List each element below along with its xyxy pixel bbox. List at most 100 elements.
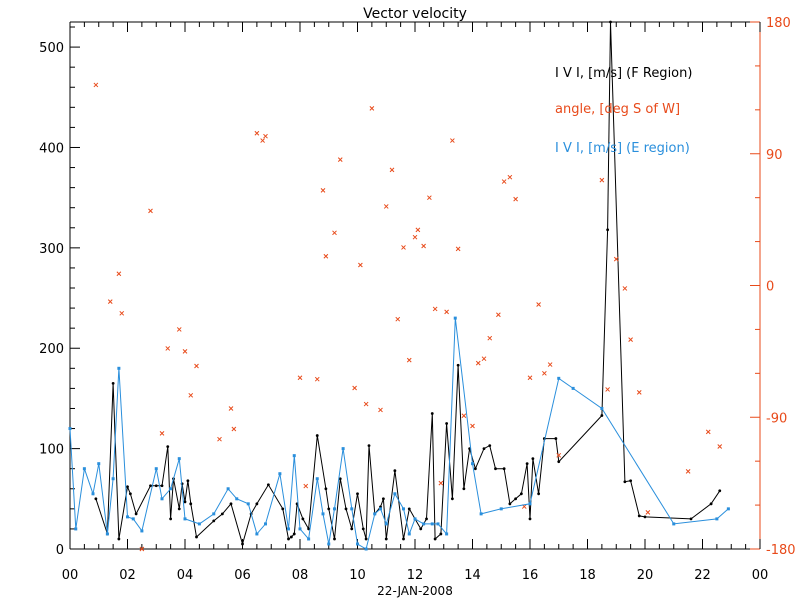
- x-axis-label: 22-JAN-2008: [377, 584, 453, 598]
- data-point-e-region: [292, 454, 296, 458]
- data-point-angle: [176, 327, 182, 332]
- data-point-f-region: [402, 537, 405, 541]
- data-point-f-region: [287, 537, 290, 541]
- x-tick-label: 06: [234, 568, 251, 583]
- data-point-f-region: [557, 460, 561, 464]
- data-point-angle: [622, 286, 628, 291]
- data-point-angle: [314, 376, 320, 382]
- data-point-angle: [636, 390, 642, 395]
- data-point-e-region: [672, 522, 676, 526]
- series-layer: [68, 20, 730, 552]
- data-point-f-region: [537, 492, 541, 496]
- data-point-angle: [415, 227, 421, 233]
- x-tick-label: 02: [119, 568, 136, 583]
- data-point-angle: [507, 174, 513, 180]
- data-point-angle: [159, 430, 165, 436]
- data-point-f-region: [301, 517, 305, 521]
- data-point-e-region: [333, 507, 336, 511]
- data-point-f-region: [289, 535, 293, 539]
- left-tick-label: 100: [39, 443, 64, 458]
- data-point-angle: [148, 208, 153, 214]
- data-point-angle: [481, 356, 487, 362]
- data-point-f-region: [456, 363, 460, 367]
- data-point-angle: [389, 167, 395, 173]
- data-point-f-region: [600, 414, 604, 417]
- data-point-angle: [182, 349, 188, 354]
- data-point-angle: [645, 510, 651, 515]
- data-point-e-region: [197, 522, 201, 526]
- data-point-angle: [194, 363, 199, 369]
- data-point-f-region: [333, 537, 336, 541]
- data-point-f-region: [195, 535, 198, 539]
- data-point-angle: [432, 306, 438, 312]
- data-point-e-region: [407, 532, 411, 536]
- data-point-f-region: [229, 502, 233, 506]
- data-point-e-region: [315, 477, 319, 481]
- data-point-angle: [421, 243, 426, 249]
- data-point-e-region: [131, 517, 135, 521]
- data-point-f-region: [482, 447, 486, 451]
- data-point-f-region: [111, 381, 115, 385]
- data-point-e-region: [422, 522, 426, 526]
- data-point-e-region: [154, 467, 158, 471]
- data-point-e-region: [528, 502, 532, 506]
- legend-angle: angle, [deg S of W]: [555, 102, 680, 117]
- data-point-angle: [297, 375, 303, 381]
- data-point-f-region: [430, 412, 434, 415]
- data-point-e-region: [436, 522, 440, 526]
- data-point-f-region: [169, 517, 173, 521]
- data-point-e-region: [160, 497, 164, 501]
- data-point-f-region: [606, 228, 610, 232]
- data-point-f-region: [315, 434, 319, 437]
- data-point-e-region: [379, 507, 382, 511]
- data-point-angle: [461, 413, 467, 419]
- data-point-f-region: [419, 527, 423, 531]
- x-tick-label: 22: [694, 568, 711, 583]
- data-point-e-region: [453, 316, 457, 320]
- data-point-e-region: [298, 527, 302, 531]
- data-point-e-region: [384, 522, 388, 526]
- data-point-f-region: [445, 422, 449, 425]
- data-point-f-region: [531, 457, 535, 461]
- right-tick-label: 90: [766, 148, 783, 163]
- data-point-angle: [547, 362, 553, 367]
- data-point-e-region: [287, 527, 290, 531]
- data-point-f-region: [327, 507, 331, 511]
- data-point-f-region: [344, 507, 348, 511]
- data-point-e-region: [499, 507, 503, 511]
- data-point-angle: [254, 130, 260, 136]
- data-point-f-region: [473, 467, 477, 471]
- data-point-e-region: [140, 529, 144, 533]
- data-point-angle: [412, 234, 418, 240]
- data-point-f-region: [255, 502, 259, 506]
- data-point-angle: [605, 387, 610, 392]
- data-point-f-region: [361, 527, 365, 531]
- data-point-angle: [369, 106, 375, 111]
- left-tick-label: 400: [39, 141, 64, 156]
- data-point-e-region: [177, 457, 181, 461]
- data-point-f-region: [212, 519, 216, 523]
- data-point-e-region: [74, 527, 78, 531]
- data-point-angle: [139, 546, 145, 552]
- data-point-e-region: [183, 517, 187, 521]
- data-point-e-region: [402, 507, 405, 511]
- data-point-e-region: [350, 507, 354, 511]
- data-point-f-region: [166, 445, 170, 449]
- data-point-e-region: [117, 366, 121, 370]
- data-point-e-region: [97, 462, 101, 466]
- data-point-f-region: [183, 500, 187, 504]
- data-point-f-region: [356, 492, 359, 496]
- data-point-f-region: [433, 537, 437, 541]
- x-tick-label: 08: [292, 568, 309, 583]
- data-point-e-region: [373, 512, 377, 516]
- x-tick-label: 20: [637, 568, 654, 583]
- data-point-f-region: [324, 487, 328, 491]
- data-point-angle: [628, 337, 633, 343]
- data-point-angle: [542, 370, 547, 376]
- data-point-angle: [119, 310, 125, 316]
- right-tick-label: -180: [766, 543, 796, 558]
- data-point-f-region: [393, 469, 397, 473]
- data-point-f-region: [149, 484, 152, 488]
- legend: I V I, [m/s] (F Region) angle, [deg S of…: [555, 66, 692, 156]
- data-point-angle: [231, 426, 237, 432]
